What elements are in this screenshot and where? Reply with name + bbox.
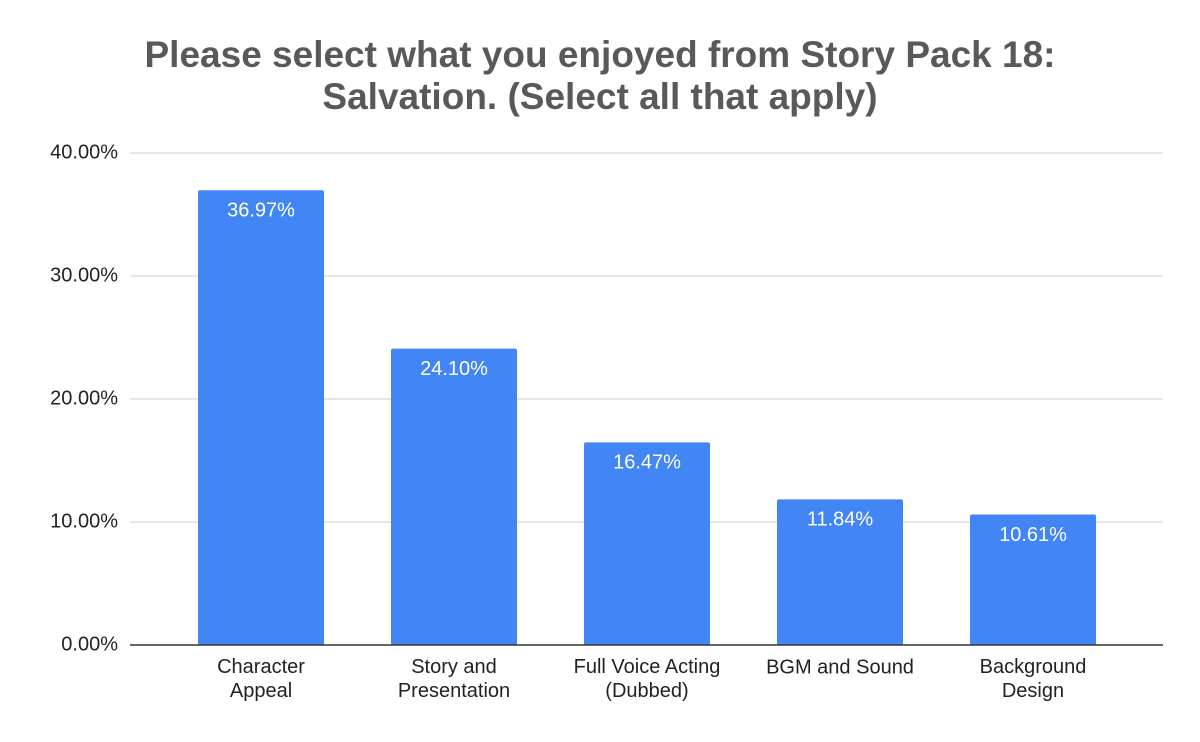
y-tick-label: 30.00% (50, 264, 118, 286)
x-tick-label: Story and Presentation (398, 656, 510, 702)
y-tick-label: 10.00% (50, 510, 118, 532)
x-tick-label: Full Voice Acting (Dubbed) (574, 656, 721, 702)
x-tick-label: BGM and Sound (766, 656, 914, 678)
bar (198, 190, 324, 646)
data-label: 36.97% (227, 200, 295, 222)
y-tick-label: 20.00% (50, 387, 118, 409)
y-tick-label: 0.00% (61, 633, 118, 655)
data-label: 11.84% (807, 509, 874, 531)
x-tick-label: Character Appeal (217, 656, 305, 702)
data-label: 10.61% (999, 524, 1067, 546)
bar (584, 442, 710, 645)
data-label: 24.10% (420, 358, 488, 380)
bar (391, 348, 517, 645)
chart-title: Please select what you enjoyed from Stor… (145, 34, 1056, 117)
y-tick-label: 40.00% (50, 141, 118, 163)
bar (970, 514, 1096, 645)
x-tick-label: Background Design (980, 656, 1087, 702)
bar (777, 499, 903, 645)
data-label: 16.47% (613, 452, 681, 474)
